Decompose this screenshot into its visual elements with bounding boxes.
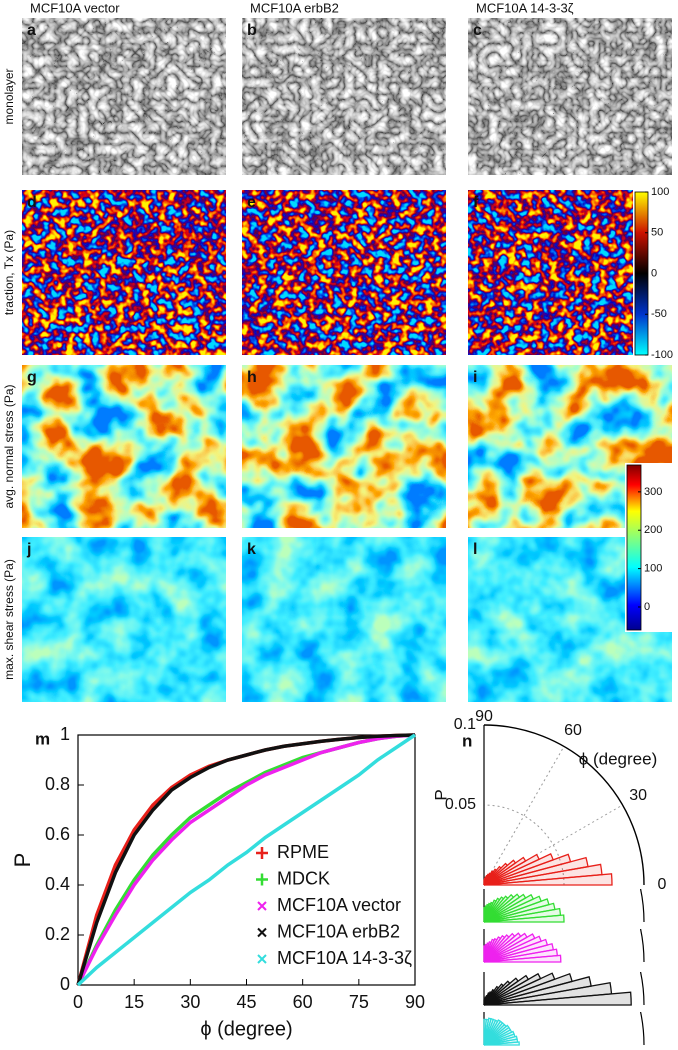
legend-label: RPME [277,842,329,862]
colorbar [626,464,642,631]
panel-letter: m [35,729,50,748]
image-panel [242,365,446,528]
r-tick-label: 0.1 [454,716,476,733]
colorbar-tick-label: -50 [651,308,667,320]
panel-letter: l [473,541,477,558]
column-title: MCF10A erbB2 [250,0,339,15]
image-panel [242,18,446,175]
panel-letter: j [26,541,31,558]
data-line [76,733,416,986]
image-panel [468,18,672,175]
panel-letter: g [27,369,37,386]
theta-tick-label: 30 [629,787,647,804]
row-label: avg. normal stress (Pa) [2,384,16,508]
data-line [76,733,416,987]
panel-letter: f [473,194,479,211]
legend-label: MCF10A vector [277,895,401,915]
legend-marker [256,873,268,886]
image-panel [242,537,446,702]
polar-outer-arc [483,724,645,886]
colorbar-tick-label: 300 [644,486,662,498]
panel-letter: b [247,22,257,39]
colorbar-tick-label: 0 [644,601,650,613]
polar-grid-arc [483,804,565,886]
rose-wedge [483,906,486,923]
rose-group [483,889,645,923]
row-label: traction, Tx (Pa) [2,230,16,315]
colorbar-tick-label: 100 [651,186,669,198]
legend-marker [257,954,267,964]
x-tick-label: 0 [73,992,83,1012]
data-line [76,733,416,986]
image-panel [468,365,628,528]
y-axis-label: P [10,853,35,868]
row-label: monolayer [2,68,16,124]
legend-label: MCF10A erbB2 [277,921,400,941]
legend-label: MDCK [277,868,330,888]
column-title: MCF10A 14-3-3ζ [476,0,574,15]
panel-letter: e [247,194,256,211]
rose-wedge [483,945,487,963]
x-tick-label: 60 [293,992,313,1012]
x-axis-label: ϕ (degree) [200,1018,292,1040]
colorbar-tick-label: 200 [644,524,662,536]
x-tick-label: 30 [180,992,200,1012]
panel-letter: n [462,731,472,750]
x-tick-label: 15 [124,992,144,1012]
panel-letter: k [247,541,256,558]
rose-group [483,929,645,963]
image-panel [468,190,628,355]
r-tick-label: 0.05 [445,796,476,813]
colorbar-tick-label: 0 [651,267,657,279]
y-tick-label: 1 [60,724,70,744]
image-panel [468,537,628,702]
x-tick-label: 75 [349,992,369,1012]
theta-tick-label: 0 [658,876,667,893]
rose-group [483,972,645,1006]
y-tick-label: 0 [60,974,70,994]
theta-axis-label: ϕ (degree) [579,749,658,768]
row-label: max. shear stress (Pa) [2,559,16,680]
theta-tick-label: 60 [564,722,582,739]
y-tick-label: 0.2 [45,924,70,944]
image-panel [22,365,226,528]
legend-marker [257,927,267,938]
image-panel [22,18,226,175]
y-tick-label: 0.8 [45,774,70,794]
x-tick-label: 90 [405,992,425,1012]
image-panel [22,537,226,702]
panel-letter: i [473,369,477,386]
polar-grid-spoke [483,746,565,886]
r-axis-label: P [431,789,450,800]
colorbar-tick-label: -100 [651,349,673,361]
rose-group [483,1012,645,1046]
panel-letter: d [27,194,37,211]
legend-label: MCF10A 14-3-3ζ [277,948,412,968]
panel-letter: c [473,22,482,39]
column-title: MCF10A vector [30,0,120,15]
colorbar-tick-label: 50 [651,227,663,239]
y-tick-label: 0.4 [45,874,70,894]
panel-letter: h [247,369,257,386]
rose-wedge [483,1018,487,1046]
panel-letter: a [27,22,36,39]
theta-tick-label: 90 [475,708,493,725]
x-tick-label: 45 [236,992,256,1012]
image-panel [242,190,446,355]
y-tick-label: 0.6 [45,824,70,844]
colorbar-tick-label: 100 [644,563,662,575]
image-panel [22,190,226,355]
legend-marker [256,847,268,859]
legend-marker [257,901,267,911]
